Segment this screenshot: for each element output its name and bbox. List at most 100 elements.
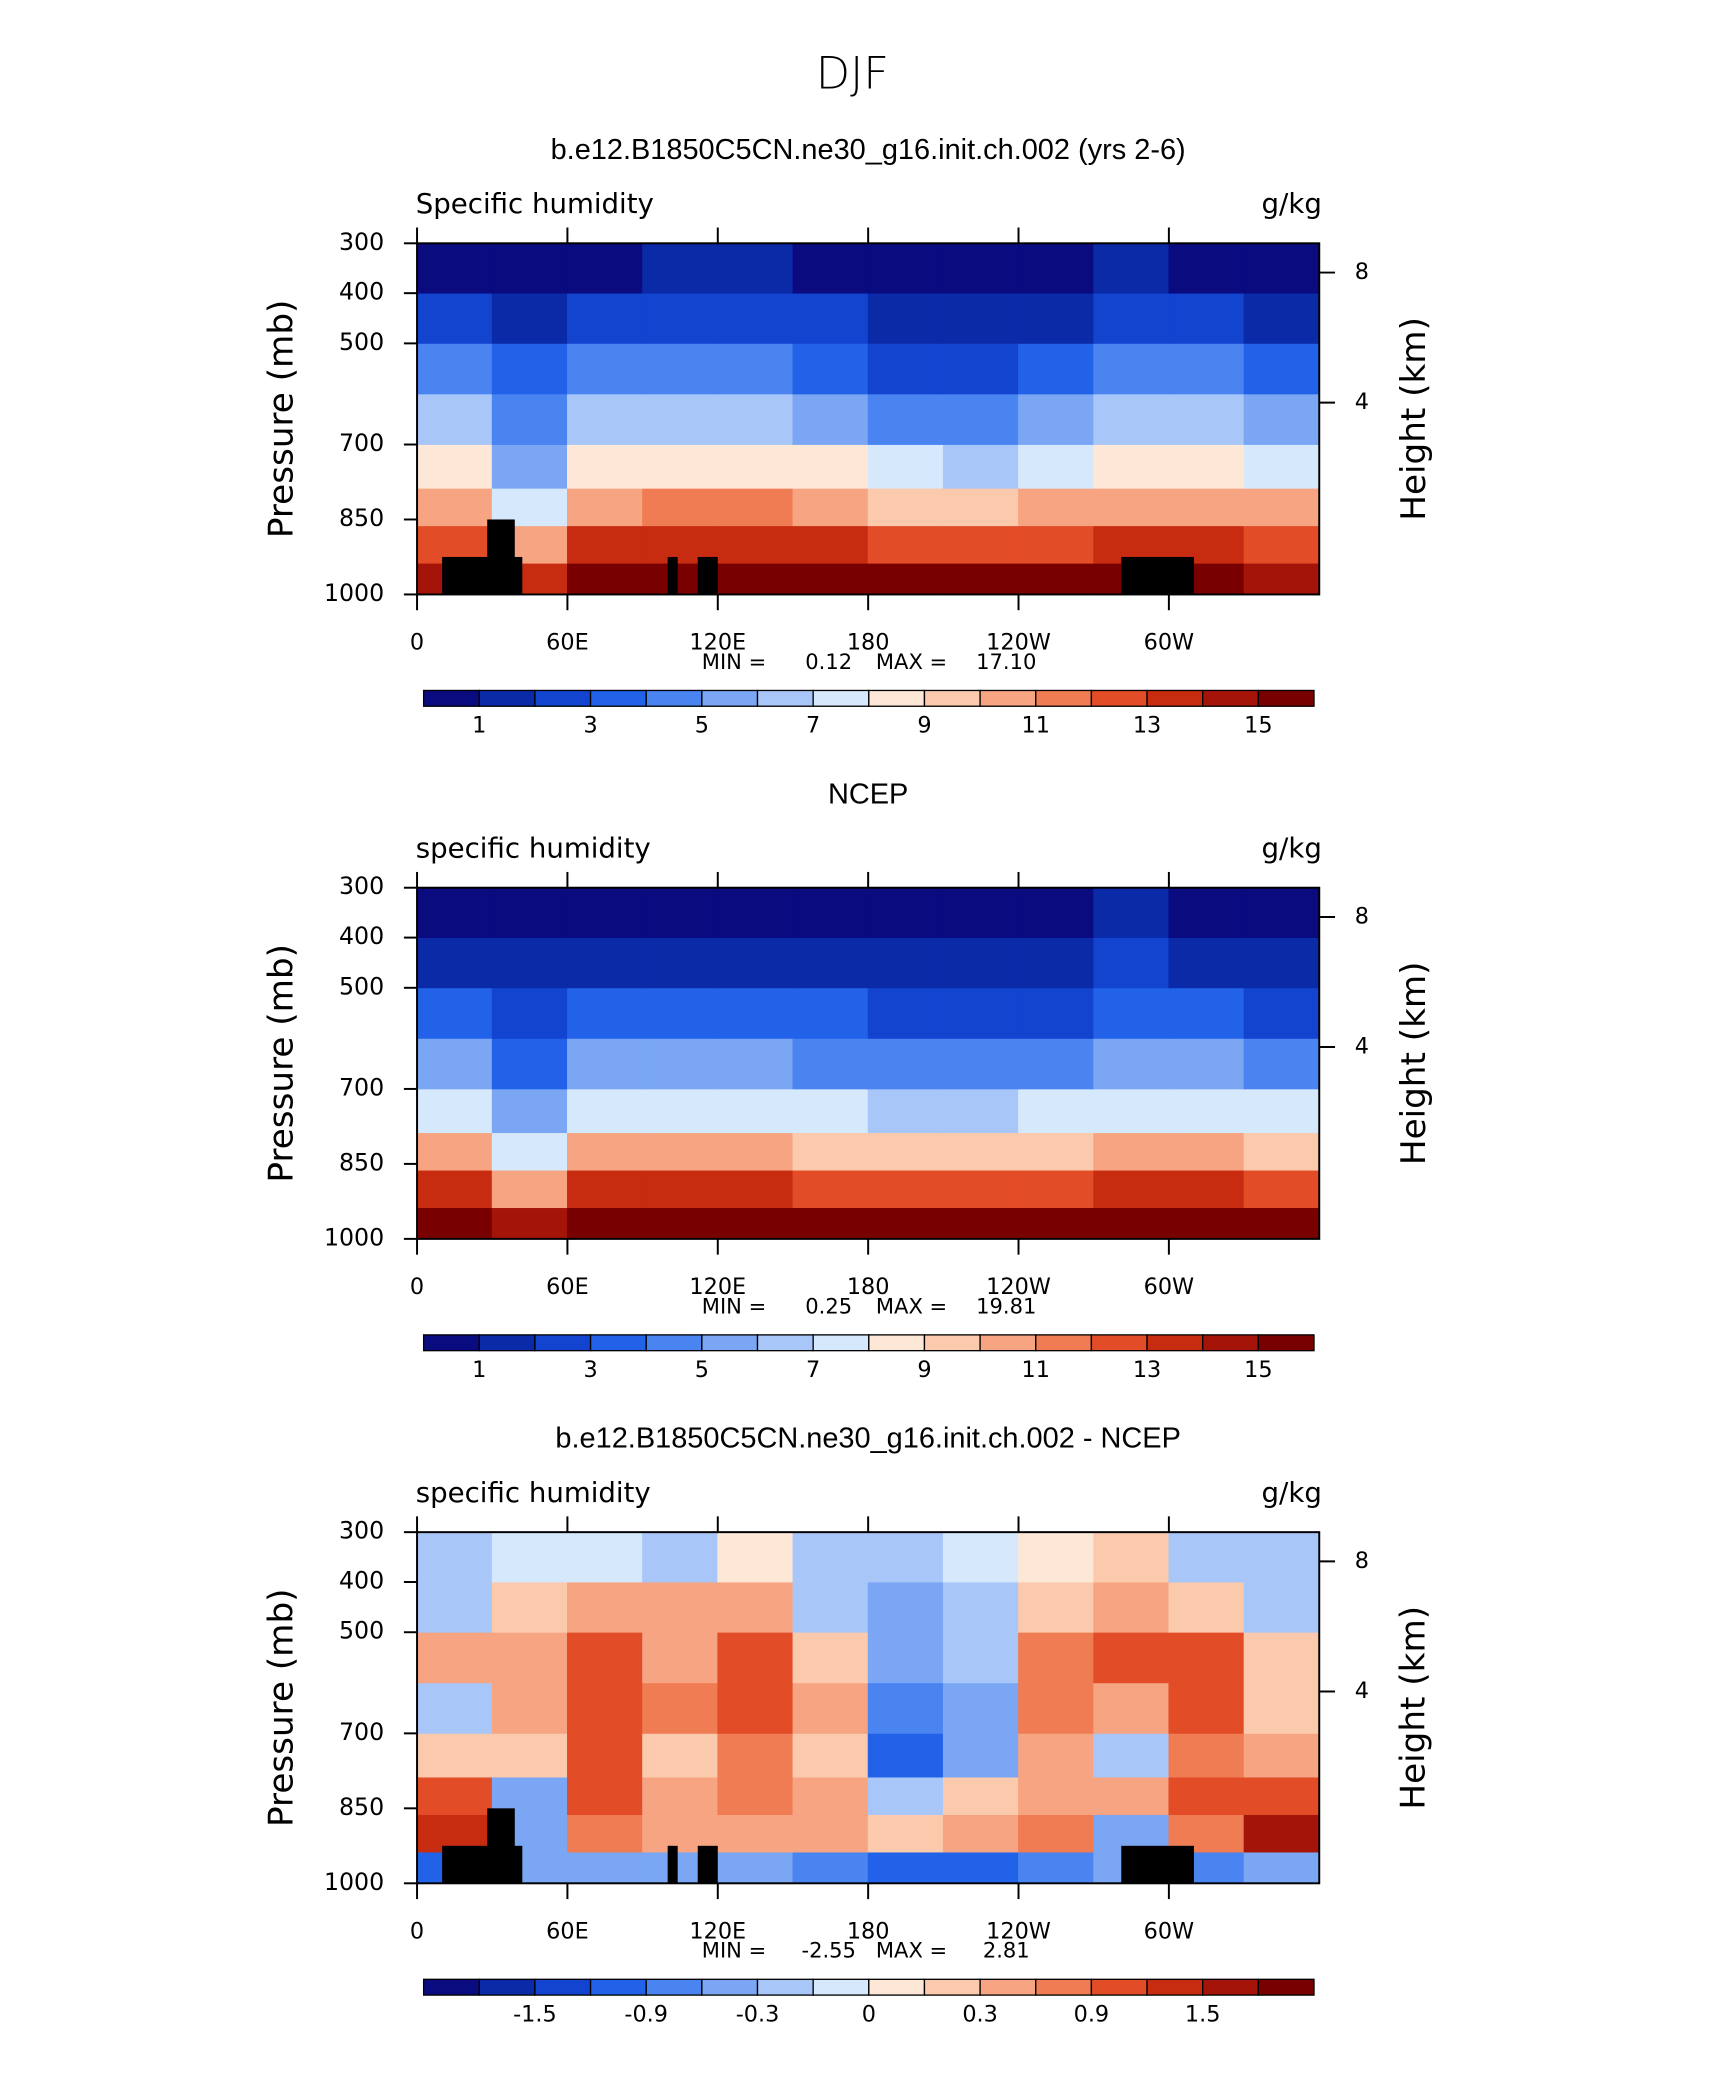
- contour-cell: [1018, 887, 1095, 938]
- y2-axis-title: Height (km): [1394, 1606, 1434, 1810]
- contour-cell: [416, 1531, 493, 1583]
- colorbar-box: [868, 689, 926, 707]
- contour-cell: [416, 487, 493, 527]
- y2-axis-title: Height (km): [1394, 961, 1434, 1165]
- contour-cell: [717, 444, 794, 489]
- colorbar-label: -0.9: [624, 2001, 668, 2027]
- contour-cell: [1018, 1776, 1095, 1815]
- colorbar-label: 1.5: [1185, 2001, 1221, 2027]
- contour-cell: [491, 1531, 568, 1583]
- contour-cell: [642, 1682, 719, 1734]
- contour-cell: [1168, 1814, 1245, 1853]
- contour-cell: [867, 1581, 944, 1633]
- contour-cell: [792, 393, 869, 445]
- contour-cell: [717, 1531, 794, 1583]
- contour-cell: [567, 242, 643, 294]
- contour-cell: [491, 393, 568, 445]
- contour-cell: [717, 1037, 794, 1090]
- colorbar-box: [756, 1978, 814, 1996]
- contour-cell: [1018, 444, 1095, 489]
- colorbar-box: [1035, 1978, 1093, 1996]
- colorbar-label: 15: [1244, 1357, 1272, 1383]
- contour-cell: [867, 525, 944, 564]
- max-text: MAX =: [876, 1938, 947, 1963]
- colorbar-box: [534, 1978, 592, 1996]
- colorbar-box: [589, 689, 647, 707]
- contour-cell: [717, 1776, 794, 1815]
- y2-tick-label: 4: [1355, 1678, 1369, 1704]
- contour-cell: [717, 393, 794, 445]
- contour-cell: [1243, 1531, 1320, 1583]
- y-tick-label: 500: [339, 328, 384, 356]
- contour-cell: [942, 525, 1019, 564]
- contour-cell: [717, 1581, 794, 1633]
- contour-cell: [1093, 987, 1170, 1039]
- y-tick-label: 300: [339, 1517, 384, 1545]
- panel-title: b.e12.B1850C5CN.ne30_g16.init.ch.002 - N…: [555, 1423, 1180, 1455]
- colorbar-box: [1202, 1978, 1259, 1996]
- contour-cell: [642, 292, 719, 344]
- contour-cell: [717, 292, 794, 344]
- colorbar-label: 3: [583, 712, 597, 738]
- max-value: 17.10: [976, 649, 1036, 674]
- contour-cell: [792, 1776, 869, 1815]
- contour-cell: [567, 1207, 643, 1240]
- colorbar-box: [1257, 1334, 1315, 1352]
- colorbar-box: [812, 1978, 870, 1996]
- contour-cell: [642, 444, 719, 489]
- contour-cell: [1243, 1682, 1320, 1734]
- contour-cell: [567, 1531, 643, 1583]
- contour-cell: [1018, 1581, 1095, 1633]
- y-tick-label: 700: [339, 429, 384, 457]
- contour-cell: [642, 393, 719, 445]
- x-tick-label: 180: [847, 1918, 890, 1944]
- contour-cell: [1018, 1631, 1095, 1684]
- colorbar-label: 9: [917, 1357, 931, 1383]
- y-tick-label: 300: [339, 872, 384, 900]
- colorbar-box: [1090, 1978, 1148, 1996]
- contour-cell: [567, 1851, 643, 1884]
- contour-cell: [1018, 1088, 1095, 1134]
- contour-cell: [491, 1088, 568, 1134]
- contour-cell: [792, 1207, 869, 1240]
- contour-cell: [942, 1207, 1019, 1240]
- contour-cell: [567, 525, 643, 564]
- contour-cell: [942, 1169, 1019, 1209]
- x-tick-label: 180: [847, 630, 890, 656]
- contour-cell: [567, 1732, 643, 1778]
- contour-cell: [867, 487, 944, 527]
- contour-cell: [717, 987, 794, 1039]
- contour-cell: [1093, 1531, 1170, 1583]
- contour-cell: [1168, 1531, 1245, 1583]
- contour-cell: [416, 393, 493, 445]
- contour-cell: [1168, 937, 1245, 989]
- contour-cell: [792, 1814, 869, 1853]
- y-tick-label: 700: [339, 1718, 384, 1746]
- left-label: Specific humidity: [416, 187, 654, 220]
- contour-cell: [642, 1581, 719, 1633]
- contour-cell: [567, 1682, 643, 1734]
- colorbar-label: 1: [472, 1357, 486, 1383]
- contour-cell: [416, 342, 493, 395]
- colorbar-label: 7: [806, 712, 820, 738]
- contour-cell: [567, 487, 643, 527]
- contour-cell: [717, 1132, 794, 1171]
- colorbar-box: [422, 1978, 480, 1996]
- contour-cell: [1243, 1776, 1320, 1815]
- x-tick-label: 120W: [986, 1918, 1051, 1944]
- contour-cell: [567, 444, 643, 489]
- contour-cell: [567, 342, 643, 395]
- contour-cell: [1093, 444, 1170, 489]
- contour-cell: [792, 887, 869, 938]
- max-value: 19.81: [976, 1293, 1036, 1318]
- contour-cell: [717, 937, 794, 989]
- colorbar-box: [422, 689, 480, 707]
- contour-cell: [942, 987, 1019, 1039]
- contour-cell: [867, 242, 944, 294]
- y-tick-label: 300: [339, 228, 384, 256]
- contour-cell: [1093, 292, 1170, 344]
- contour-cell: [1018, 1169, 1095, 1209]
- contour-cell: [1243, 562, 1320, 595]
- contour-cell: [867, 1631, 944, 1684]
